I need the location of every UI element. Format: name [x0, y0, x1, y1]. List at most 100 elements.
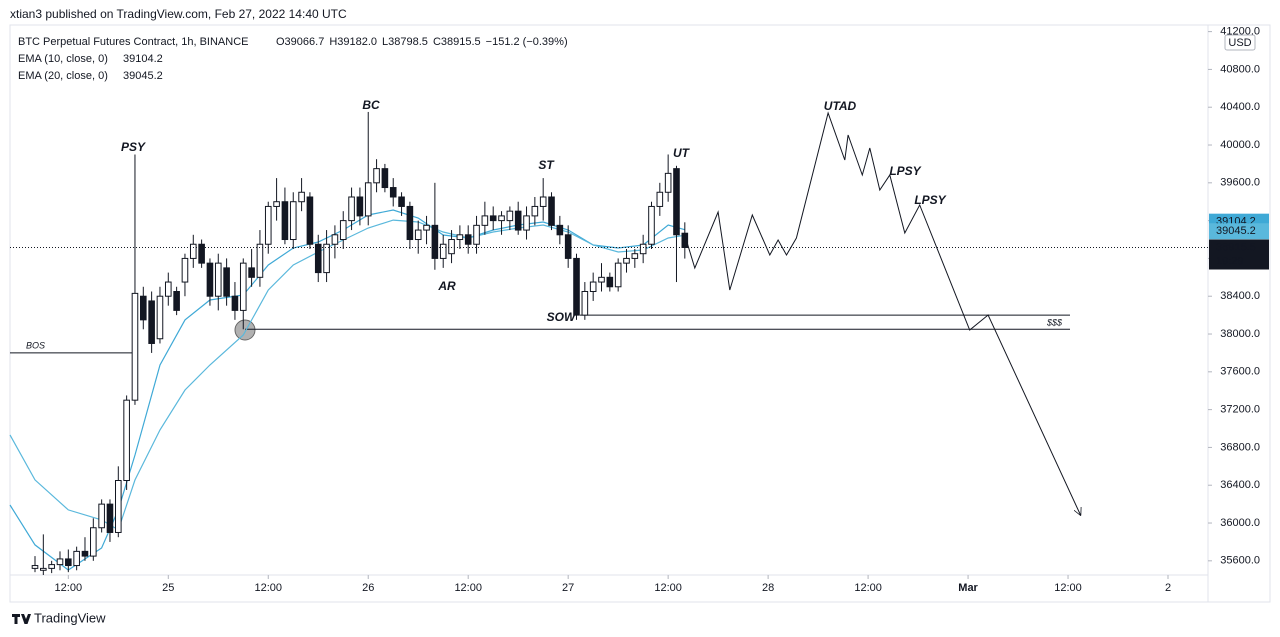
candle-body — [456, 234, 464, 241]
y-tick-label: 40400.0 — [1220, 101, 1260, 113]
candle-body — [256, 243, 264, 278]
legend-name: EMA (10, close, 0) — [18, 53, 108, 65]
candle-body — [131, 292, 139, 401]
y-tick-label: 36400.0 — [1220, 479, 1260, 491]
candle-body — [681, 232, 689, 249]
candle-body — [406, 205, 414, 241]
candle-body — [564, 234, 572, 259]
candle-body — [489, 215, 497, 222]
candle-body — [98, 503, 105, 529]
projection-path — [684, 111, 1081, 515]
touch-marker — [234, 319, 256, 341]
candle-body — [498, 215, 505, 222]
x-tick-label: 12:00 — [254, 582, 282, 594]
candle-body — [148, 300, 155, 344]
legend-value: 39045.2 — [123, 70, 163, 82]
chart-title: BTC Perpetual Futures Contract, 1h, BINA… — [18, 36, 248, 48]
x-tick-label: 12:00 — [454, 582, 482, 594]
x-tick-label: 12:00 — [1054, 582, 1082, 594]
candle-body — [673, 168, 680, 236]
y-tick-label: 37600.0 — [1220, 366, 1260, 378]
y-tick-label: 35600.0 — [1220, 555, 1260, 567]
candle-body — [556, 224, 564, 236]
level-label: BOS — [26, 340, 45, 350]
candle-body — [481, 215, 489, 226]
y-tick-label: 37200.0 — [1220, 404, 1260, 416]
candle-body — [181, 257, 189, 283]
wyckoff-label: SOW — [547, 310, 577, 324]
y-tick-label: 40000.0 — [1220, 139, 1260, 151]
y-tick-label: 40800.0 — [1220, 63, 1260, 75]
candle-body — [531, 205, 539, 217]
ohlc-value: −151.2 (−0.39%) — [486, 36, 568, 48]
wyckoff-label: UT — [673, 146, 691, 160]
candle-body — [264, 205, 272, 245]
footer-logo — [12, 614, 31, 624]
y-tick-label: 36800.0 — [1220, 441, 1260, 453]
x-tick-label: 26 — [362, 582, 374, 594]
candle-body — [73, 550, 80, 567]
last-price-label: 38915.5 — [1216, 241, 1256, 253]
x-tick-label: 12:00 — [654, 582, 682, 594]
candle-body — [389, 187, 397, 198]
candle-body — [31, 565, 39, 569]
candle-body — [48, 564, 55, 569]
x-tick-label: 28 — [762, 582, 774, 594]
legend-value: 39104.2 — [123, 53, 163, 65]
candle-body — [231, 295, 239, 311]
wyckoff-label: ST — [538, 158, 555, 172]
published-info: xtian3 published on TradingView.com, Feb… — [10, 7, 347, 21]
x-tick-label: 12:00 — [55, 582, 83, 594]
candle-body — [614, 262, 622, 288]
candle-body — [273, 201, 280, 207]
candle-body — [414, 229, 422, 241]
candle-body — [214, 262, 222, 297]
chart-frame — [9, 24, 1271, 603]
candle-body — [381, 168, 389, 189]
candle-body — [298, 191, 305, 203]
countdown: 19:29 — [1216, 255, 1244, 267]
wyckoff-label: LPSY — [914, 193, 946, 207]
candle-body — [464, 234, 472, 245]
candle-body — [81, 550, 89, 557]
candle-body — [331, 234, 339, 245]
candle-body — [115, 479, 122, 533]
candle-body — [314, 243, 322, 274]
ohlc-value: O39066.7 — [276, 36, 324, 48]
candle-body — [606, 276, 614, 288]
candle-body — [581, 290, 589, 316]
candle-body — [623, 257, 630, 264]
y-tick-label: 38000.0 — [1220, 328, 1260, 340]
x-tick-label: 2 — [1165, 582, 1171, 594]
candle-body — [281, 201, 289, 241]
x-tick-label: 27 — [562, 582, 574, 594]
candle-body — [398, 196, 405, 207]
y-tick-label: 38400.0 — [1220, 290, 1260, 302]
ema-price-tag-label: 39045.2 — [1216, 225, 1256, 237]
x-tick-label: 12:00 — [854, 582, 882, 594]
currency-box — [1224, 34, 1256, 51]
candle-body — [40, 567, 47, 571]
wyckoff-label: PSY — [121, 140, 146, 154]
candle-body — [573, 257, 580, 316]
candle-body — [598, 276, 605, 283]
candle-body — [664, 172, 672, 193]
candle-body — [356, 196, 364, 217]
y-tick-label: 36000.0 — [1220, 517, 1260, 529]
wyckoff-label: UTAD — [824, 99, 857, 113]
wyckoff-label: LPSY — [889, 164, 921, 178]
candle-body — [339, 220, 347, 241]
candle-body — [648, 205, 655, 245]
candle-body — [189, 243, 197, 259]
x-tick-label: 25 — [162, 582, 174, 594]
candle-body — [473, 224, 480, 245]
candle-body — [289, 201, 297, 241]
candle-body — [90, 527, 97, 557]
candle-body — [106, 503, 114, 533]
x-tick-label: Mar — [958, 582, 978, 594]
ema-price-tag — [1209, 223, 1269, 240]
currency: USD — [1228, 37, 1251, 49]
candle-body — [348, 196, 355, 222]
candle-body — [248, 267, 255, 278]
